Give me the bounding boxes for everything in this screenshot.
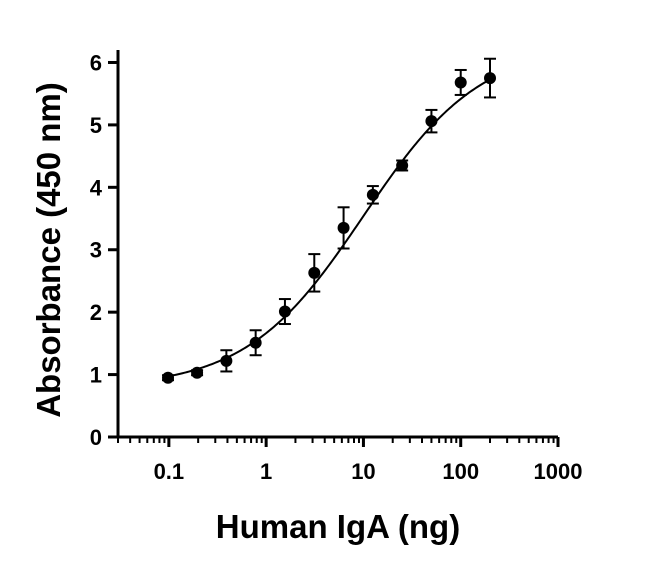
data-point [454,76,467,89]
data-point-group [191,366,204,379]
y-tick-label: 0 [90,425,102,450]
data-point-group [366,185,379,205]
x-tick-label: 0.1 [154,459,185,484]
x-tick-label: 1000 [534,459,583,484]
data-point [396,159,409,172]
data-point [366,188,379,201]
data-point-group [484,57,497,99]
x-tick-label: 100 [442,459,479,484]
x-axis-title: Human IgA (ng) [216,508,460,545]
y-tick-label: 5 [90,113,102,138]
data-point-group [425,108,438,134]
data-point-group [396,159,409,172]
data-point-group [337,206,350,250]
data-point-group [278,298,291,326]
data-point-group [162,371,175,384]
x-tick-label: 10 [351,459,375,484]
plot-area [162,57,497,384]
data-point-group [308,253,321,293]
data-point-group [454,68,467,96]
data-point [278,305,291,318]
data-point-group [220,349,233,373]
y-axis-title: Absorbance (450 nm) [30,82,67,418]
data-point [484,72,497,85]
data-point [337,221,350,234]
data-point [191,366,204,379]
axes [116,50,558,439]
fit-curve [167,78,491,378]
y-tick-label: 4 [90,175,103,200]
y-tick-label: 2 [90,300,102,325]
x-tick-label: 1 [260,459,272,484]
data-point [249,336,262,349]
data-point [220,354,233,367]
y-tick-label: 1 [90,363,102,388]
data-point-group [249,329,262,357]
y-tick-label: 3 [90,238,102,263]
y-tick-label: 6 [90,50,102,75]
data-point [425,115,438,128]
data-point [308,266,321,279]
data-point [162,371,175,384]
ticks: 0 1 2 3 4 5 6 0.1 1 10 100 1000 [90,50,583,484]
